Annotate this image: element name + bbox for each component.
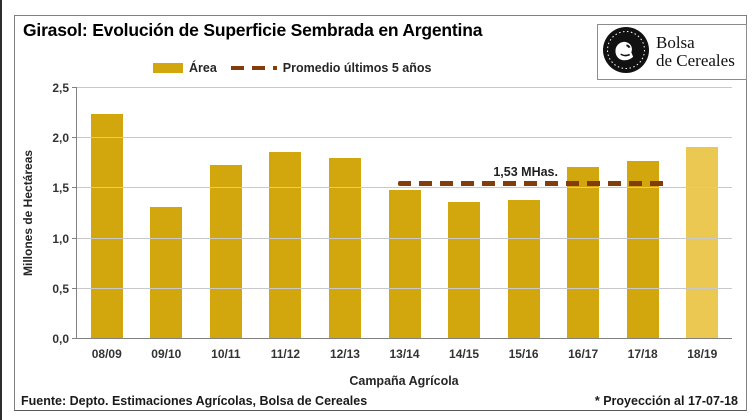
y-tick-label: 1,5 — [52, 181, 69, 196]
plot-area: 1,53 MHas. 08/09 09/10 10/11 11/12 12/13 13/1… — [52, 81, 732, 361]
gridline — [77, 287, 732, 289]
y-tick-mark — [72, 137, 77, 139]
projection-note: * Proyección al 17-07-18 — [594, 394, 738, 408]
legend-item-area: Área — [153, 61, 217, 75]
bolsa-de-cereales-logo: Bolsa de Cereales — [597, 24, 747, 80]
x-axis-category-labels: 08/09 09/10 10/11 11/12 12/13 13/14 14/15 15/16… — [77, 347, 732, 361]
average-line — [397, 181, 667, 187]
y-tick-label: 2,5 — [52, 81, 69, 95]
x-tick-label: 15/16 — [508, 347, 539, 361]
x-tick-label: 12/13 — [329, 347, 360, 361]
y-tick-mark — [72, 338, 77, 339]
bar-slot — [375, 87, 435, 338]
bar-12-13 — [328, 158, 361, 338]
bar-11-12 — [269, 152, 302, 338]
y-tick-label: 2,0 — [52, 131, 69, 146]
y-tick-label: 0,0 — [52, 332, 69, 346]
legend-average-label: Promedio últimos 5 años — [282, 61, 432, 75]
bar-slot — [256, 87, 316, 338]
y-tick-label: 1,0 — [52, 231, 69, 246]
y-tick-mark — [72, 87, 77, 88]
chart-frame: Girasol: Evolución de Superficie Sembrad… — [14, 15, 747, 411]
x-tick-label: 10/11 — [211, 347, 241, 361]
bar-09-10 — [150, 207, 183, 338]
bar-slot — [434, 87, 494, 338]
y-tick-mark — [72, 287, 77, 289]
bar-10-11 — [209, 165, 242, 338]
bar-slot — [137, 87, 197, 338]
y-tick-mark — [72, 237, 77, 239]
legend-area-label: Área — [189, 61, 217, 75]
area-swatch-icon — [153, 63, 183, 73]
page-edge-line — [0, 0, 2, 420]
gridline — [77, 237, 732, 239]
bars-row — [77, 87, 732, 338]
y-axis-title: Millones de Hectáreas — [21, 149, 35, 277]
bar-13-14 — [388, 190, 421, 338]
bar-18-19 — [686, 147, 719, 338]
chart-title: Girasol: Evolución de Superficie Sembrad… — [23, 20, 483, 40]
gridline — [77, 137, 732, 139]
bar-slot — [613, 87, 673, 338]
logo-wordmark: Bolsa de Cereales — [656, 32, 735, 71]
y-tick-label: 0,5 — [52, 281, 69, 296]
bar-14-15 — [448, 202, 481, 338]
bar-08-09 — [90, 114, 123, 338]
x-tick-label: 13/14 — [389, 347, 420, 361]
bar-slot — [196, 87, 256, 338]
bar-15-16 — [507, 200, 540, 338]
average-dash-icon — [230, 66, 277, 70]
gridline — [77, 187, 732, 189]
x-tick-label: 14/15 — [449, 347, 480, 361]
bar-17-18 — [626, 161, 659, 338]
y-tick-mark — [72, 187, 77, 189]
bar-16-17 — [567, 167, 600, 338]
bar-slot — [315, 87, 375, 338]
source-note: Fuente: Depto. Estimaciones Agrícolas, B… — [21, 394, 368, 408]
x-tick-label: 16/17 — [568, 347, 599, 361]
gridline — [77, 87, 732, 88]
x-tick-label: 08/09 — [91, 347, 122, 361]
x-axis-title: Campaña Agrícola — [349, 374, 459, 388]
average-line-label: 1,53 MHas. — [493, 165, 558, 180]
legend: Área Promedio últimos 5 años — [153, 61, 431, 75]
x-tick-label: 09/10 — [151, 347, 182, 361]
bolsa-emblem-icon — [602, 26, 650, 79]
logo-line1: Bolsa — [656, 32, 695, 52]
bar-slot — [77, 87, 137, 338]
logo-line2: de Cereales — [656, 51, 735, 70]
bar-slot — [672, 87, 732, 338]
legend-item-average: Promedio últimos 5 años — [230, 61, 432, 75]
x-tick-label: 17/18 — [627, 347, 658, 361]
x-tick-label: 18/19 — [687, 347, 718, 361]
bar-slot — [553, 87, 613, 338]
bar-slot — [494, 87, 554, 338]
x-tick-label: 11/12 — [270, 347, 301, 361]
